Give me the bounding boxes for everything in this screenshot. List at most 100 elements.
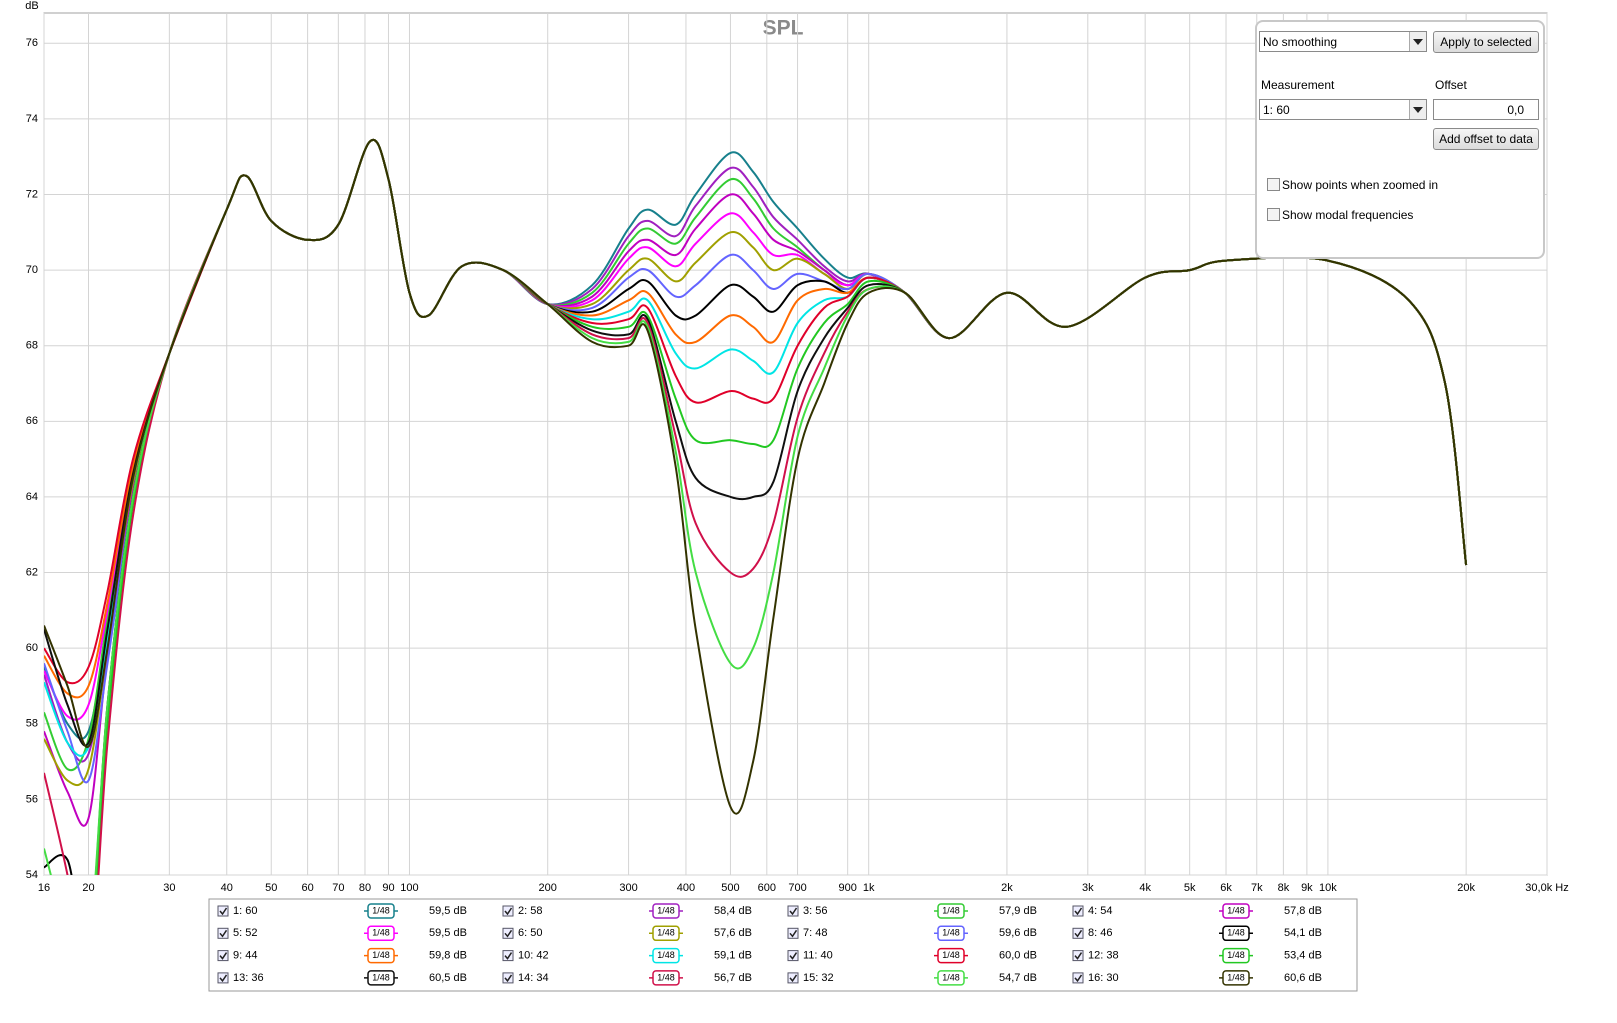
x-tick-label: 7k <box>1251 882 1263 894</box>
legend <box>208 898 1358 992</box>
x-tick-label: 100 <box>400 882 418 894</box>
legend-checkbox[interactable] <box>1072 905 1084 917</box>
legend-name: 5: 52 <box>233 927 257 939</box>
x-tick-label: 10k <box>1319 882 1337 894</box>
check-mark <box>1074 952 1083 960</box>
legend-smoothing: 1/48 <box>657 950 675 960</box>
legend-smoothing: 1/48 <box>372 928 390 938</box>
legend-level: 59,6 dB <box>999 927 1037 939</box>
legend-level: 57,8 dB <box>1284 905 1322 917</box>
legend-level: 59,1 dB <box>714 950 752 962</box>
y-tick-label: 58 <box>26 718 38 730</box>
y-axis-label: dB <box>25 0 38 12</box>
legend-checkbox[interactable] <box>787 905 799 917</box>
offset-label: Offset <box>1435 78 1467 92</box>
legend-checkbox[interactable] <box>787 972 799 984</box>
legend-level: 59,5 dB <box>429 927 467 939</box>
legend-checkbox[interactable] <box>502 950 514 962</box>
chart-title: SPL <box>763 17 804 40</box>
legend-icon <box>652 903 680 919</box>
legend-icon <box>652 947 680 964</box>
legend-smoothing: 1/48 <box>372 972 390 982</box>
x-tick-label: 5k <box>1184 882 1196 894</box>
legend-name: 16: 30 <box>1088 972 1119 984</box>
checkbox-label: Show points when zoomed in <box>1282 178 1439 192</box>
legend-checkbox[interactable] <box>1072 972 1084 984</box>
check-mark <box>504 952 513 960</box>
check-mark <box>504 974 513 983</box>
x-tick-label: 80 <box>359 882 371 894</box>
x-tick-label: 500 <box>721 882 739 894</box>
legend-smoothing: 1/48 <box>1227 905 1245 915</box>
legend-checkbox[interactable] <box>1072 950 1084 962</box>
legend-level: 53,4 dB <box>1284 950 1322 962</box>
x-tick-label: 4k <box>1139 882 1151 894</box>
legend-checkbox[interactable] <box>217 972 229 984</box>
x-tick-label: 3k <box>1082 882 1094 894</box>
x-tick-label: 200 <box>539 882 557 894</box>
legend-level: 60,6 dB <box>1284 972 1322 984</box>
legend-level: 59,8 dB <box>429 950 467 962</box>
check-mark <box>789 974 798 983</box>
check-mark <box>1074 974 1083 983</box>
y-tick-label: 76 <box>26 37 38 49</box>
legend-smoothing: 1/48 <box>942 928 960 938</box>
legend-smoothing: 1/48 <box>657 972 675 982</box>
checkbox[interactable] <box>1267 208 1280 221</box>
legend-icon <box>1222 970 1250 986</box>
legend-checkbox[interactable] <box>217 905 229 917</box>
legend-checkbox[interactable] <box>502 905 514 917</box>
legend-level: 56,7 dB <box>714 972 752 984</box>
curve <box>44 138 1468 815</box>
check-mark <box>219 929 228 938</box>
legend-level: 58,4 dB <box>714 905 752 917</box>
offset-input[interactable]: 0,0 <box>1433 99 1539 120</box>
x-tick-label: 50 <box>265 882 277 894</box>
y-tick-label: 64 <box>26 491 38 503</box>
check-mark <box>789 907 798 916</box>
measurement-label: Measurement <box>1261 78 1335 92</box>
x-tick-label: 300 <box>619 882 637 894</box>
legend-checkbox[interactable] <box>502 972 514 984</box>
check-mark <box>504 907 513 916</box>
legend-checkbox[interactable] <box>502 927 514 939</box>
x-tick-label: 60 <box>301 882 313 894</box>
legend-name: 11: 40 <box>803 950 833 962</box>
x-tick-label: 16 <box>38 882 50 894</box>
y-tick-label: 60 <box>26 642 38 654</box>
offset-value: 0,0 <box>1507 103 1524 117</box>
legend-name: 6: 50 <box>518 927 542 939</box>
y-tick-label: 74 <box>26 113 38 125</box>
measurement-value: 1: 60 <box>1263 103 1290 117</box>
legend-name: 8: 46 <box>1088 927 1112 939</box>
apply-button[interactable]: Apply to selected <box>1433 31 1539 53</box>
legend-smoothing: 1/48 <box>657 928 675 938</box>
legend-checkbox[interactable] <box>217 950 229 962</box>
legend-checkbox[interactable] <box>787 927 799 939</box>
legend-name: 2: 58 <box>518 905 542 917</box>
add-offset-button[interactable]: Add offset to data <box>1433 128 1539 150</box>
legend-icon <box>652 970 680 986</box>
legend-icon <box>652 925 680 942</box>
x-tick-label: 30 <box>163 882 175 894</box>
x-tick-label: 900 <box>838 882 856 894</box>
checkbox[interactable] <box>1267 178 1280 191</box>
measurement-select[interactable]: 1: 60 <box>1259 99 1427 120</box>
x-tick-label: 30,0k Hz <box>1525 882 1568 894</box>
x-tick-label: 70 <box>332 882 344 894</box>
check-mark <box>789 952 798 960</box>
legend-checkbox[interactable] <box>1072 927 1084 939</box>
x-tick-label: 40 <box>221 882 233 894</box>
legend-level: 57,6 dB <box>714 927 752 939</box>
legend-smoothing: 1/48 <box>657 905 675 915</box>
y-tick-label: 56 <box>26 793 38 805</box>
legend-checkbox[interactable] <box>787 950 799 962</box>
legend-smoothing: 1/48 <box>1227 928 1245 938</box>
smoothing-value: No smoothing <box>1263 35 1338 49</box>
legend-name: 12: 38 <box>1088 950 1119 962</box>
legend-checkbox[interactable] <box>217 927 229 939</box>
legend-icon <box>937 903 965 919</box>
x-tick-label: 1k <box>863 882 875 894</box>
smoothing-select[interactable]: No smoothing <box>1259 31 1427 52</box>
